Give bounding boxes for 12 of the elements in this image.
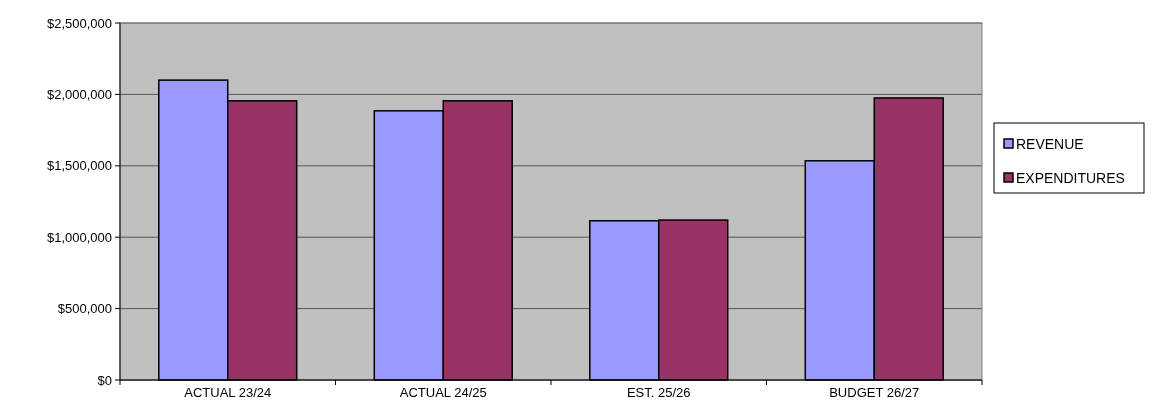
y-tick-label: $1,500,000: [46, 158, 112, 174]
x-tick-label: BUDGET 26/27: [829, 385, 920, 400]
legend-label: REVENUE: [1016, 135, 1084, 152]
y-tick-label: $1,000,000: [46, 229, 112, 245]
y-tick-label: $2,000,000: [46, 86, 112, 102]
x-tick-label: ACTUAL 24/25: [399, 385, 487, 400]
y-tick-label: $2,500,000: [46, 15, 112, 31]
x-tick-label: ACTUAL 23/24: [184, 385, 272, 400]
legend-label: EXPENDITURES: [1016, 169, 1125, 186]
y-tick-label: $500,000: [57, 301, 112, 317]
y-tick-label: $0: [97, 372, 112, 388]
x-tick-label: EST. 25/26: [626, 385, 691, 400]
